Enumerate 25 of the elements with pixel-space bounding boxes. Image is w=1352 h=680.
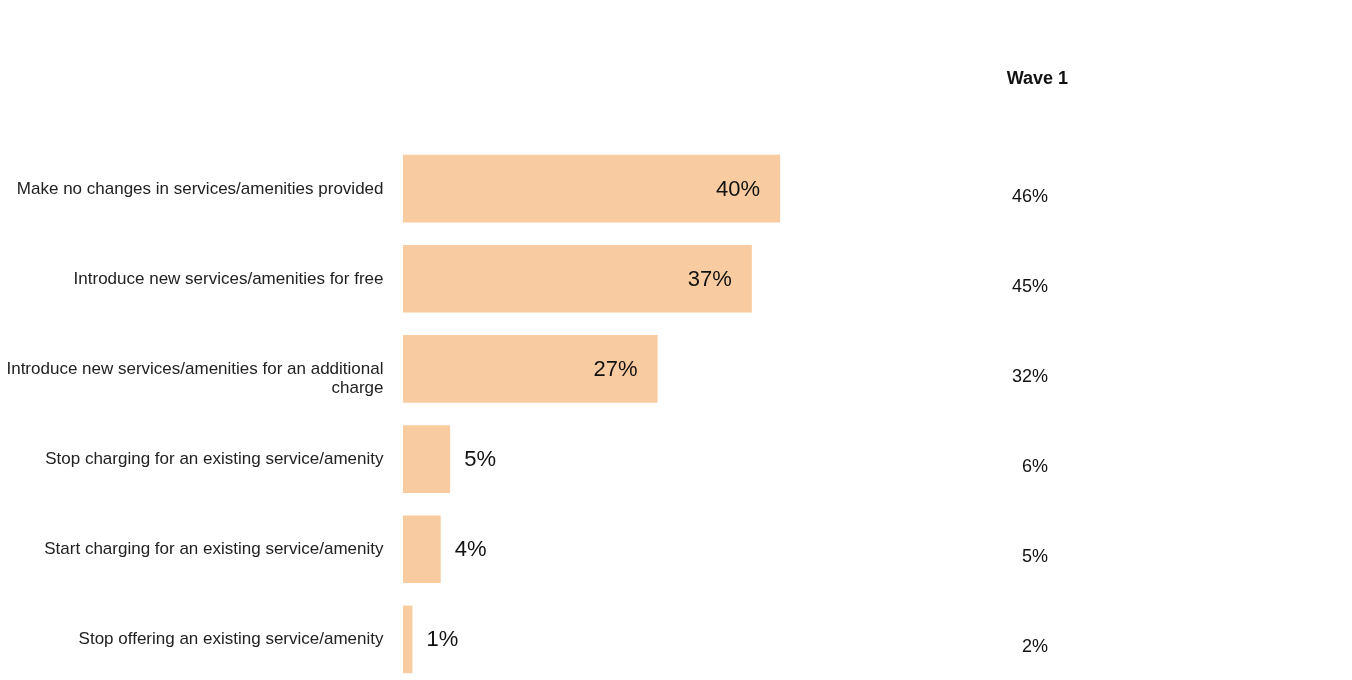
y-tick-label: Introduce new services/amenities for free bbox=[73, 268, 384, 288]
data-label: 27% bbox=[593, 355, 638, 381]
y-tick-label: Start charging for an existing service/amenity bbox=[44, 539, 384, 559]
text: 32% bbox=[1011, 365, 1048, 386]
text: 2% bbox=[1021, 636, 1048, 657]
data-label: 1% bbox=[426, 626, 459, 652]
bar bbox=[403, 335, 658, 403]
text: Wave 1 bbox=[1006, 68, 1068, 88]
data-label: 5% bbox=[464, 446, 496, 472]
bar bbox=[403, 515, 441, 584]
y-tick-label: Make no changes in services/amenities provided bbox=[16, 178, 384, 198]
text: 6% bbox=[1021, 456, 1048, 477]
y-tick-label: Introduce new services/amenities for an additional charge bbox=[6, 358, 384, 397]
y-tick-label: Stop offering an existing service/amenity bbox=[78, 629, 384, 649]
data-label: 4% bbox=[454, 536, 487, 562]
text: 46% bbox=[1011, 185, 1048, 206]
data-label: 40% bbox=[716, 175, 761, 201]
data-label: 37% bbox=[687, 265, 732, 291]
bar bbox=[403, 244, 752, 313]
bar bbox=[403, 425, 451, 493]
bar bbox=[403, 154, 781, 223]
y-tick-label: Stop charging for an existing service/amenity bbox=[45, 449, 384, 469]
bar bbox=[403, 605, 413, 674]
text: 5% bbox=[1021, 546, 1048, 567]
text: 45% bbox=[1011, 275, 1048, 296]
